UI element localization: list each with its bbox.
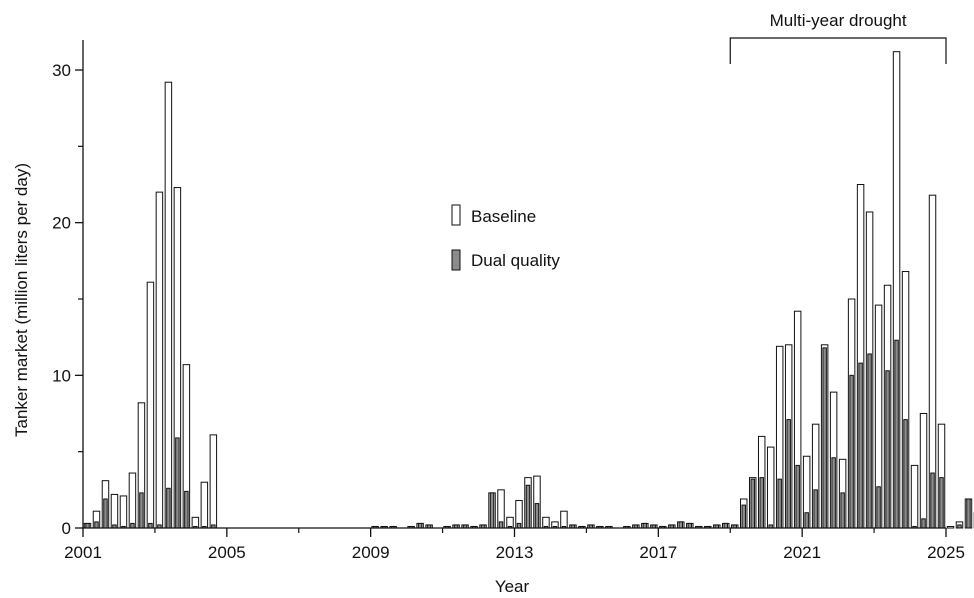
y-tick-label: 0 (62, 519, 71, 538)
bar-baseline (766, 446, 775, 529)
bar-dual (876, 486, 881, 529)
bar-dual (130, 522, 135, 529)
bar-dual (939, 477, 944, 529)
x-tick-label: 2009 (352, 543, 390, 562)
legend-swatch-dual (451, 249, 461, 271)
bar-dual (687, 522, 693, 529)
bar-dual (804, 512, 809, 529)
bar-dual (525, 484, 531, 529)
bar-dual (849, 374, 854, 529)
bar-dual (840, 492, 845, 529)
bar-dual (966, 498, 971, 529)
bar-dual (831, 457, 836, 529)
bar-dual (759, 477, 764, 529)
legend-label-baseline: Baseline (471, 207, 536, 226)
x-tick-label: 2005 (208, 543, 246, 562)
bar-dual (741, 504, 746, 529)
bar-baseline (164, 81, 173, 529)
bar-dual (795, 464, 800, 529)
bar-dual (858, 362, 863, 529)
bar-dual (534, 503, 540, 529)
y-tick-label: 30 (52, 61, 71, 80)
bar-baseline (209, 434, 218, 529)
bar-dual (894, 339, 899, 529)
bar-dual (867, 353, 872, 529)
bar-dual (723, 522, 728, 529)
bar-dual (777, 478, 782, 529)
bar-dual (930, 472, 935, 529)
bars-layer (83, 51, 974, 529)
legend-label-dual: Dual quality (471, 251, 560, 270)
bar-baseline (200, 481, 209, 529)
bar-dual (489, 492, 495, 529)
bar-dual (85, 522, 90, 529)
x-tick-label: 2001 (64, 543, 102, 562)
x-axis-label: Year (495, 577, 530, 596)
legend-swatch-baseline (451, 204, 461, 226)
bar-baseline (119, 495, 128, 529)
bar-dual (678, 521, 684, 529)
y-tick-label: 10 (52, 366, 71, 385)
bar-baseline (946, 525, 955, 529)
bar-baseline (155, 191, 164, 529)
bar-baseline (146, 281, 155, 529)
bar-dual (786, 419, 791, 529)
y-tick-label: 20 (52, 214, 71, 233)
bar-dual (184, 490, 189, 529)
bar-dual (921, 518, 926, 529)
y-axis-label: Tanker market (million liters per day) (12, 163, 31, 437)
x-tick-label: 2021 (783, 543, 821, 562)
legend: Baseline Dual quality (451, 204, 560, 271)
x-tick-label: 2013 (496, 543, 534, 562)
drought-label: Multi-year drought (770, 11, 907, 30)
bar-dual (417, 522, 423, 529)
bar-dual (498, 521, 504, 529)
bar-dual (813, 489, 818, 529)
bar-dual (148, 522, 153, 529)
bar-dual (750, 478, 755, 529)
drought-bracket (729, 37, 947, 64)
bar-baseline (128, 472, 137, 529)
bar-baseline (919, 413, 928, 529)
bar-baseline (910, 464, 919, 529)
bar-dual (957, 524, 962, 529)
bar-dual (103, 498, 108, 529)
drought-annotation: Multi-year drought (729, 11, 947, 64)
axes-layer: 0 10 20 30 2001 2005 2009 2013 2017 2021 2025 (52, 40, 965, 562)
x-tick-label: 2017 (639, 543, 677, 562)
bar-dual (822, 347, 827, 529)
bar-dual (903, 419, 908, 529)
bar-dual (139, 492, 144, 529)
bar-dual (94, 521, 99, 529)
x-tick-label: 2025 (927, 543, 965, 562)
bar-dual (885, 370, 890, 529)
bar-dual (175, 437, 180, 529)
bar-dual (166, 487, 171, 529)
bar-baseline (110, 493, 119, 529)
bar-dual (516, 522, 522, 529)
bar-dual (642, 522, 648, 529)
bar-baseline (560, 510, 568, 529)
